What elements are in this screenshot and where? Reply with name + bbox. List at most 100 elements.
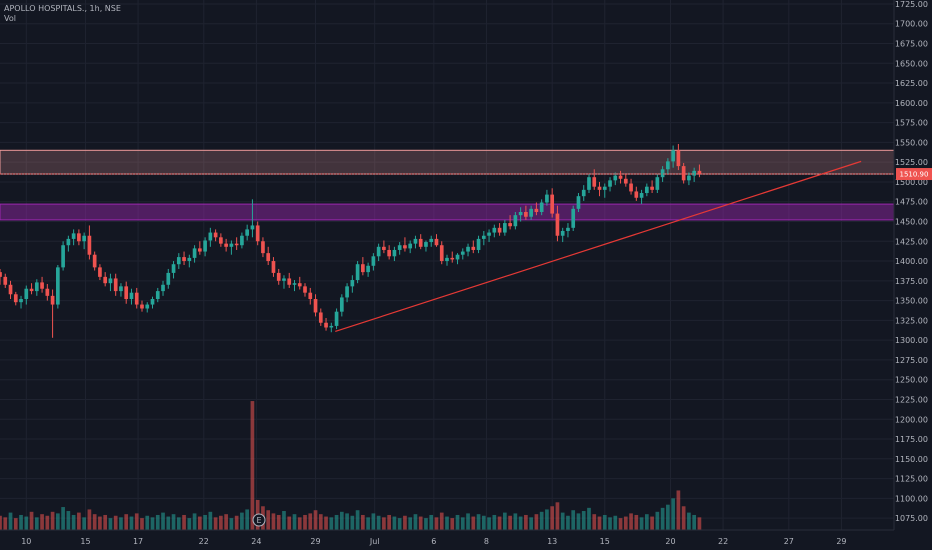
candle-body bbox=[124, 286, 129, 300]
candle-body bbox=[608, 180, 612, 187]
price-tick-label: 1225.00 bbox=[895, 395, 928, 404]
volume-bar bbox=[308, 513, 313, 530]
candle-body bbox=[687, 175, 691, 181]
symbol-title[interactable]: APOLLO HOSPITALS., 1h, NSE bbox=[4, 4, 121, 13]
volume-bar bbox=[334, 514, 339, 530]
volume-bar bbox=[518, 516, 523, 530]
volume-bar bbox=[266, 510, 271, 530]
volume-bar bbox=[61, 507, 65, 530]
volume-bar bbox=[45, 515, 50, 530]
candle-body bbox=[56, 267, 60, 305]
price-tick-label: 1375.00 bbox=[895, 277, 928, 286]
volume-bar bbox=[581, 511, 586, 530]
candle-body bbox=[639, 193, 644, 198]
candle-body bbox=[287, 278, 292, 285]
candle-body bbox=[134, 292, 139, 305]
candle-body bbox=[29, 288, 34, 292]
candle-body bbox=[697, 170, 702, 175]
trendline[interactable] bbox=[335, 160, 862, 333]
volume-bar bbox=[513, 513, 518, 530]
candle-body bbox=[455, 254, 460, 260]
candle-body bbox=[161, 284, 165, 292]
price-tick-label: 1700.00 bbox=[895, 20, 928, 29]
candle-body bbox=[0, 272, 2, 277]
volume-bar bbox=[592, 514, 597, 530]
candle-body bbox=[587, 177, 591, 190]
volume-bar bbox=[240, 512, 244, 530]
candle-body bbox=[408, 243, 413, 249]
volume-bar bbox=[213, 517, 218, 530]
volume-bar bbox=[276, 514, 281, 530]
price-tick-label: 1350.00 bbox=[895, 297, 928, 306]
volume-bar bbox=[24, 516, 29, 530]
volume-bar bbox=[697, 517, 702, 530]
volume-bar bbox=[376, 515, 381, 530]
candle-body bbox=[539, 202, 544, 212]
time-tick-label: 22 bbox=[199, 537, 209, 546]
volume-bar bbox=[292, 514, 297, 530]
volume-bar bbox=[397, 518, 402, 530]
volume-bar bbox=[692, 514, 697, 530]
volume-bar bbox=[145, 515, 150, 530]
volume-bar bbox=[108, 518, 113, 530]
candle-body bbox=[581, 189, 586, 197]
candle-body bbox=[566, 227, 570, 231]
volume-bar bbox=[313, 510, 318, 530]
current-price-box bbox=[896, 168, 932, 181]
volume-bar bbox=[571, 510, 576, 530]
candle-body bbox=[476, 238, 481, 250]
volume-label[interactable]: Vol bbox=[4, 14, 16, 23]
volume-bar bbox=[197, 516, 202, 530]
candle-body bbox=[150, 299, 155, 305]
volume-bar bbox=[303, 514, 307, 530]
candle-body bbox=[271, 261, 276, 273]
candle-body bbox=[45, 288, 50, 296]
candle-body bbox=[560, 230, 565, 236]
volume-bar bbox=[129, 516, 134, 530]
volume-bar bbox=[119, 517, 123, 530]
time-axis[interactable]: 10 15 17 22 24 29 Jul 6 8 13 15 20 22 27 29 bbox=[21, 537, 846, 546]
candle-body bbox=[508, 223, 512, 227]
time-tick-label: 22 bbox=[718, 537, 728, 546]
price-tick-label: 1200.00 bbox=[895, 415, 928, 424]
price-tick-label: 1650.00 bbox=[895, 59, 928, 68]
volume-bar bbox=[576, 513, 581, 530]
volume-bar bbox=[471, 516, 476, 530]
candle-body bbox=[481, 235, 486, 239]
candle-body bbox=[13, 294, 18, 303]
candlesticks bbox=[0, 143, 702, 338]
candle-body bbox=[350, 280, 355, 287]
candle-body bbox=[219, 237, 223, 244]
volume-bar bbox=[676, 490, 681, 530]
price-tick-label: 1500.00 bbox=[895, 178, 928, 187]
candle-body bbox=[492, 227, 497, 233]
candle-body bbox=[303, 286, 307, 293]
volume-bar bbox=[597, 516, 602, 530]
candle-body bbox=[524, 212, 528, 217]
volume-bar bbox=[555, 502, 560, 530]
volume-bar bbox=[113, 515, 118, 530]
earnings-marker[interactable]: E bbox=[252, 513, 266, 527]
candle-body bbox=[50, 295, 55, 305]
candle-body bbox=[671, 150, 675, 162]
volume-bar bbox=[176, 517, 181, 530]
time-tick-label: 10 bbox=[21, 537, 31, 546]
candle-body bbox=[324, 322, 328, 328]
candle-body bbox=[345, 286, 349, 298]
price-axis[interactable]: 1075.00 1100.00 1125.00 1150.00 1175.00 1200.… bbox=[895, 0, 928, 523]
candle-body bbox=[334, 311, 339, 326]
volume-bar bbox=[476, 514, 481, 530]
candle-body bbox=[82, 235, 86, 242]
volume-bar bbox=[545, 509, 549, 530]
candle-body bbox=[629, 183, 633, 192]
candle-body bbox=[681, 166, 686, 181]
volume-bar bbox=[224, 514, 228, 530]
volume-bar bbox=[71, 514, 76, 530]
volume-bar bbox=[534, 514, 539, 530]
price-tick-label: 1125.00 bbox=[895, 475, 928, 484]
volume-bar bbox=[0, 515, 2, 530]
price-tick-label: 1325.00 bbox=[895, 316, 928, 325]
candle-body bbox=[424, 242, 428, 247]
